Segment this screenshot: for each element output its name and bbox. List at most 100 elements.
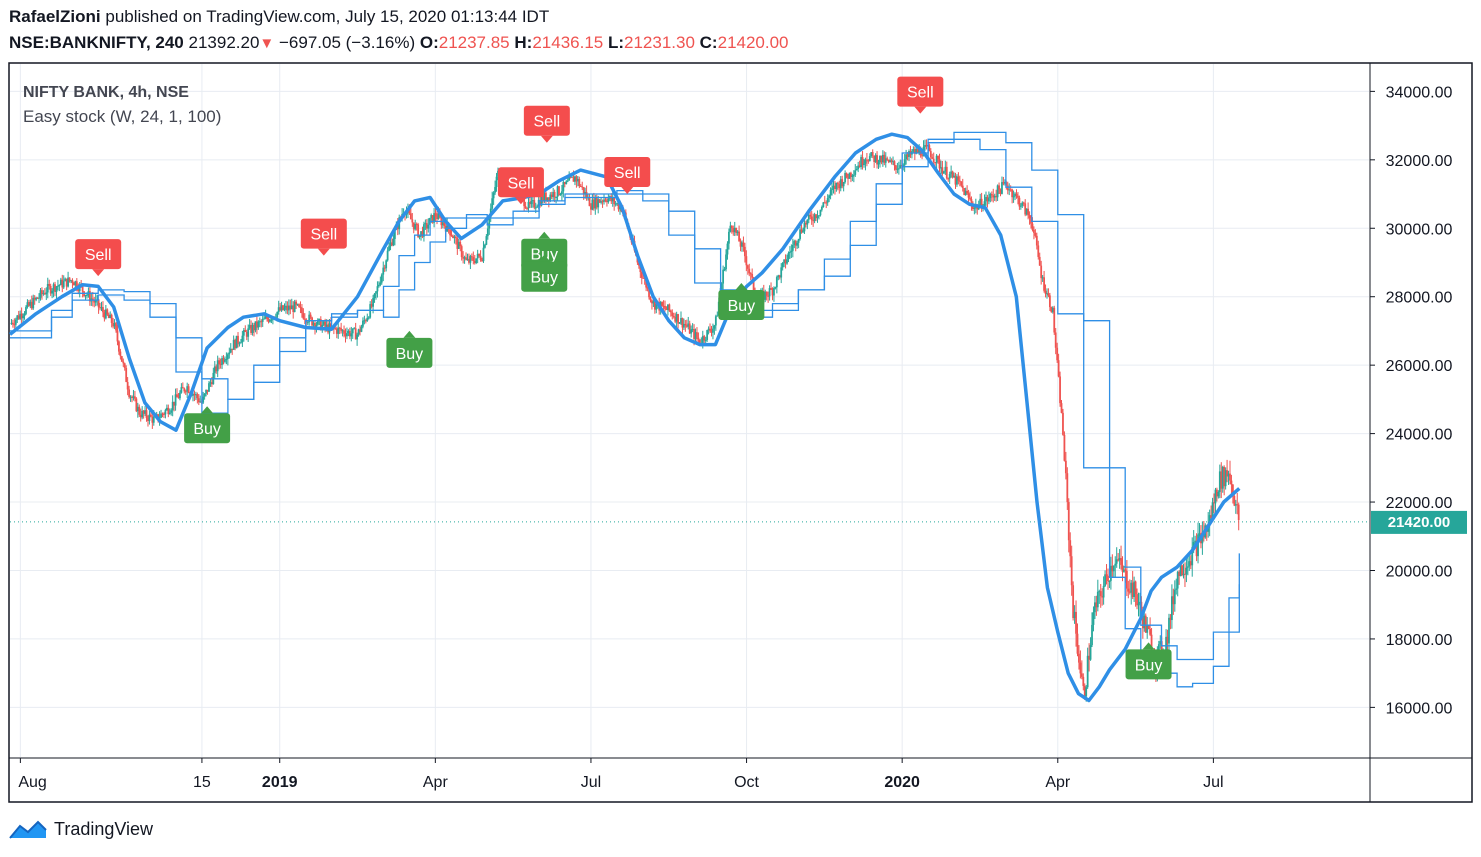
x-tick-label: Aug	[18, 774, 46, 791]
candle-body	[311, 317, 313, 326]
candle-body	[1227, 473, 1230, 477]
candle-body	[752, 277, 755, 291]
candle-body	[168, 412, 171, 415]
candle-body	[343, 330, 345, 334]
candle-body	[598, 199, 601, 203]
candle-body	[887, 159, 890, 162]
x-tick-label: 15	[193, 774, 211, 791]
sell-signal: Sell	[497, 167, 544, 205]
candle-body	[459, 241, 462, 247]
symbol-label[interactable]: NSE:BANKNIFTY, 240	[9, 33, 184, 52]
candle-body	[257, 321, 260, 328]
candle-body	[690, 329, 693, 334]
candle-body	[160, 413, 162, 418]
buy-label-text: Buy	[728, 298, 756, 315]
candle-body	[213, 366, 216, 373]
candle-body	[542, 196, 544, 202]
candle-body	[164, 410, 167, 415]
candle-body	[924, 145, 926, 147]
candle-body	[38, 297, 40, 299]
buy-signal: Buy	[386, 330, 433, 368]
candle-body	[1066, 473, 1069, 503]
candle-body	[475, 258, 478, 263]
candle-body	[790, 250, 793, 252]
buy-signal: Buy	[184, 406, 231, 444]
buy-arrow-icon	[538, 254, 551, 262]
candle-body	[789, 251, 791, 254]
candle-body	[334, 328, 337, 330]
candle-body	[1217, 491, 1220, 497]
candle-body	[1130, 582, 1133, 593]
candle-body	[1003, 182, 1006, 184]
candle-body	[1147, 625, 1150, 630]
candle-body	[119, 351, 122, 357]
candle-body	[568, 177, 571, 181]
candle-body	[296, 304, 299, 306]
candle-body	[531, 200, 534, 202]
candle-body	[992, 195, 995, 198]
candle-body	[30, 301, 33, 309]
candle-body	[456, 238, 459, 249]
candle-body	[277, 307, 280, 312]
buy-signal: Buy	[718, 283, 765, 321]
candle-body	[346, 333, 348, 337]
candle-body	[704, 339, 707, 341]
buy-label-text: Buy	[530, 270, 558, 287]
candle-body	[463, 257, 466, 259]
candle-body	[1079, 662, 1082, 674]
candle-body	[967, 193, 970, 198]
candle-body	[232, 339, 235, 350]
candle-body	[646, 287, 649, 289]
down-arrow-icon: ▼	[259, 35, 275, 52]
candle-body	[590, 206, 592, 210]
candle-body	[77, 288, 80, 292]
candle-body	[957, 176, 960, 181]
candle-body	[678, 322, 681, 324]
candle-body	[1050, 307, 1053, 313]
legend-instrument[interactable]: NIFTY BANK, 4h, NSE	[23, 84, 189, 101]
y-tick-label: 24000.00	[1386, 427, 1453, 444]
candle-body	[1189, 561, 1192, 566]
candle-body	[245, 331, 248, 337]
candle-body	[344, 333, 347, 337]
candle-body	[1185, 567, 1188, 575]
x-tick-label: Apr	[423, 774, 449, 791]
legend-indicator[interactable]: Easy stock (W, 24, 1, 100)	[23, 107, 221, 126]
candle-body	[748, 268, 751, 274]
candle-body	[1080, 673, 1083, 677]
candle-body	[1092, 612, 1095, 625]
sell-label-box	[604, 157, 651, 188]
candle-body	[1088, 655, 1091, 660]
candle-body	[1120, 558, 1122, 565]
candle-body	[1139, 601, 1141, 604]
close-value: 21420.00	[717, 33, 789, 52]
sell-arrow-icon	[514, 197, 527, 205]
candle-body	[1107, 575, 1109, 582]
candle-body	[134, 396, 136, 399]
sell-signal: Sell	[604, 157, 651, 195]
author-name[interactable]: RafaelZioni	[9, 7, 101, 26]
candle-body	[486, 228, 489, 237]
candle-body	[1233, 495, 1236, 506]
candle-body	[710, 331, 713, 333]
candle-body	[553, 191, 556, 198]
candle-body	[293, 301, 296, 312]
tradingview-logo[interactable]: TradingView	[8, 818, 153, 840]
candle-body	[929, 151, 932, 158]
candle-body	[192, 393, 194, 396]
candle-body	[181, 387, 184, 389]
candle-body	[575, 176, 578, 182]
candle-body	[128, 389, 130, 397]
candle-body	[415, 224, 418, 226]
candle-body	[672, 316, 675, 318]
candle-body	[892, 161, 894, 163]
candle-body	[110, 314, 113, 323]
candle-body	[714, 316, 717, 326]
candle-body	[423, 224, 425, 237]
candle-body	[951, 171, 954, 178]
candle-body	[283, 307, 286, 310]
candle-body	[476, 253, 479, 259]
candle-body	[58, 285, 61, 287]
candle-body	[29, 301, 32, 306]
